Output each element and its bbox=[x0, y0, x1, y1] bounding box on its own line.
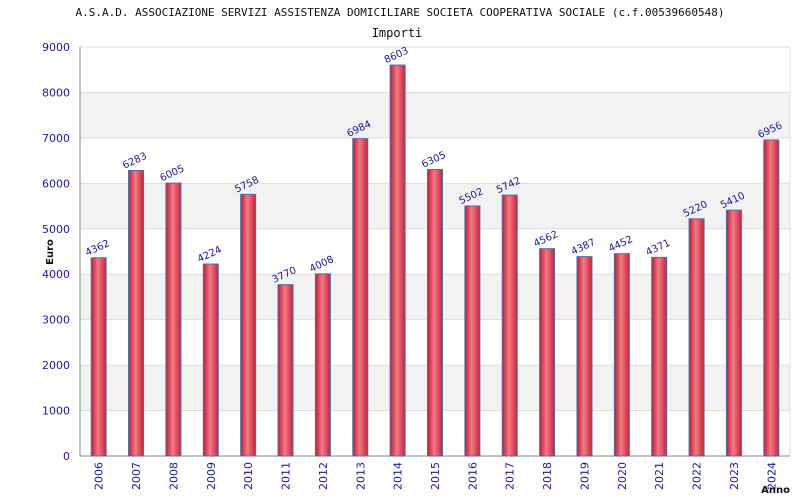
bar-value-label: 8603 bbox=[383, 45, 411, 66]
x-tick-label: 2011 bbox=[280, 462, 293, 490]
x-tick-label: 2024 bbox=[765, 462, 778, 490]
bar-value-label: 4371 bbox=[644, 238, 672, 259]
bar bbox=[202, 263, 219, 457]
bar-value-label: 6305 bbox=[420, 150, 448, 171]
bar bbox=[539, 248, 556, 457]
bar bbox=[165, 182, 182, 457]
y-tick-label: 4000 bbox=[42, 268, 70, 281]
x-tick-label: 2008 bbox=[167, 462, 180, 490]
x-axis-label: Anno bbox=[761, 485, 790, 496]
y-tick-label: 0 bbox=[63, 450, 70, 463]
bar bbox=[464, 205, 481, 457]
bars bbox=[90, 64, 780, 457]
bar bbox=[651, 256, 668, 457]
x-tick-label: 2015 bbox=[429, 462, 442, 490]
x-tick-label: 2009 bbox=[205, 462, 218, 490]
chart-title: A.S.A.D. ASSOCIAZIONE SERVIZI ASSISTENZA… bbox=[75, 6, 724, 19]
bar-value-label: 4387 bbox=[570, 237, 598, 258]
bar-value-label: 4362 bbox=[84, 238, 112, 259]
bar bbox=[128, 169, 145, 457]
grid-band bbox=[80, 92, 790, 138]
x-tick-label: 2014 bbox=[392, 462, 405, 490]
x-tick-label: 2012 bbox=[317, 462, 330, 490]
bar bbox=[389, 64, 406, 457]
x-tick-label: 2021 bbox=[653, 462, 666, 490]
bar bbox=[90, 257, 107, 457]
bar bbox=[240, 193, 257, 457]
bar bbox=[688, 218, 705, 457]
x-tick-label: 2010 bbox=[242, 462, 255, 490]
y-tick-labels: 0 1000 2000 3000 4000 5000 6000 7000 8000 9000 bbox=[42, 41, 70, 463]
y-tick-label: 3000 bbox=[42, 314, 70, 327]
bar-value-label: 4562 bbox=[532, 229, 560, 250]
bar bbox=[501, 194, 518, 457]
bar bbox=[427, 168, 443, 457]
bar-value-label: 4452 bbox=[607, 234, 635, 255]
bar bbox=[725, 209, 742, 457]
x-tick-labels: 2006 2007 2008 2009 2010 2011 2012 2013 2014 2015… bbox=[93, 462, 779, 490]
x-tick-label: 2019 bbox=[578, 462, 591, 490]
x-tick-label: 2018 bbox=[541, 462, 554, 490]
x-tick-label: 2016 bbox=[466, 462, 479, 490]
x-tick-label: 2006 bbox=[93, 462, 106, 490]
bar bbox=[277, 284, 294, 457]
x-tick-label: 2013 bbox=[354, 462, 367, 490]
chart-subtitle: Importi bbox=[372, 26, 423, 40]
y-tick-label: 5000 bbox=[42, 223, 70, 236]
x-tick-label: 2022 bbox=[691, 462, 704, 490]
y-tick-label: 8000 bbox=[42, 86, 70, 99]
y-axis-label: Euro bbox=[45, 239, 56, 265]
y-tick-label: 9000 bbox=[42, 41, 70, 54]
bar-value-label: 6283 bbox=[121, 151, 149, 172]
bar-value-label: 6005 bbox=[159, 163, 187, 184]
y-tick-label: 7000 bbox=[42, 132, 70, 145]
bar bbox=[763, 139, 780, 457]
bar bbox=[576, 256, 593, 457]
y-tick-label: 1000 bbox=[42, 405, 70, 418]
y-tick-label: 2000 bbox=[42, 359, 70, 372]
bar-value-label: 4008 bbox=[308, 254, 336, 275]
bar bbox=[613, 253, 630, 457]
y-tick-label: 6000 bbox=[42, 177, 70, 190]
x-tick-label: 2020 bbox=[616, 462, 629, 490]
bar bbox=[314, 273, 331, 457]
x-tick-label: 2023 bbox=[728, 462, 741, 490]
x-tick-label: 2007 bbox=[130, 462, 143, 490]
x-tick-label: 2017 bbox=[504, 462, 517, 490]
bar bbox=[352, 138, 369, 457]
bar-value-label: 4224 bbox=[196, 244, 224, 265]
